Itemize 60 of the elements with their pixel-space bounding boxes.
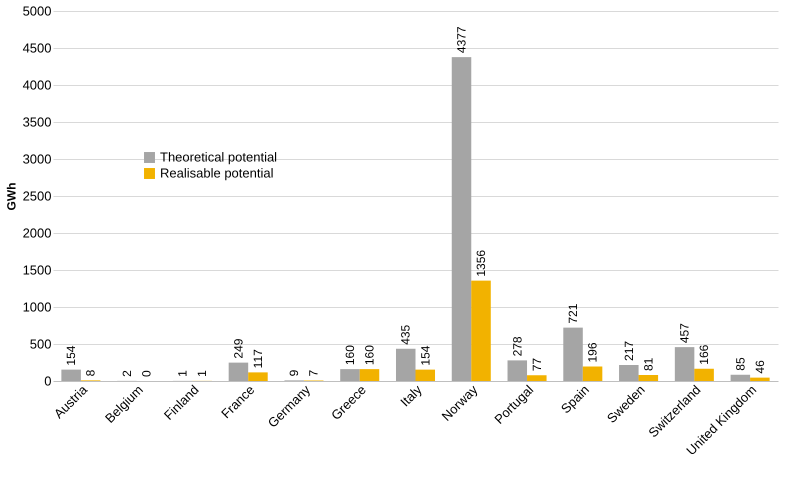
data-label: 166 xyxy=(697,344,712,365)
bar xyxy=(396,348,416,381)
bar xyxy=(360,369,380,381)
y-tick-label: 4500 xyxy=(22,40,52,56)
data-label: 435 xyxy=(398,324,413,345)
data-label: 154 xyxy=(64,345,78,366)
data-label: 46 xyxy=(752,360,767,374)
data-label: 0 xyxy=(139,370,154,377)
data-label: 160 xyxy=(362,344,376,366)
data-label: 81 xyxy=(641,357,656,372)
data-label: 160 xyxy=(342,344,357,366)
bar xyxy=(452,57,472,381)
y-tick-label: 3500 xyxy=(22,114,52,130)
bar xyxy=(61,370,81,381)
y-tick-label: 0 xyxy=(44,374,52,388)
y-tick-label: 2500 xyxy=(22,188,52,204)
bar xyxy=(416,370,436,381)
bar xyxy=(527,375,547,381)
data-label: 1 xyxy=(176,370,190,377)
data-label: 117 xyxy=(250,348,265,368)
bar xyxy=(694,368,714,381)
data-label: 8 xyxy=(84,369,98,376)
bar xyxy=(248,372,268,381)
data-label: 457 xyxy=(678,322,692,344)
y-tick-label: 3000 xyxy=(22,152,52,166)
y-tick-label: 4000 xyxy=(22,78,52,92)
data-label: 85 xyxy=(733,357,748,371)
data-label: 4377 xyxy=(454,26,469,54)
data-label: 1356 xyxy=(474,250,488,277)
bar xyxy=(582,366,602,381)
bar xyxy=(619,364,639,381)
bar xyxy=(638,375,658,381)
bar xyxy=(228,362,248,381)
data-label: 217 xyxy=(622,340,636,361)
bar xyxy=(508,360,528,381)
data-label: 196 xyxy=(586,342,600,362)
legend-label: Realisable potential xyxy=(160,166,274,180)
legend-label: Theoretical potential xyxy=(160,150,278,164)
data-label: 77 xyxy=(530,358,544,372)
y-tick-label: 1000 xyxy=(22,300,52,314)
y-tick-label: 2000 xyxy=(22,226,52,240)
y-tick-label: 5000 xyxy=(22,4,52,18)
bar xyxy=(471,280,491,381)
data-label: 2 xyxy=(120,370,134,377)
bar xyxy=(340,369,360,381)
data-label: 278 xyxy=(510,336,524,356)
bar xyxy=(730,374,750,381)
data-label: 721 xyxy=(566,303,580,324)
y-axis-title: GWh xyxy=(4,182,19,210)
data-label: 249 xyxy=(231,338,246,359)
data-label: 7 xyxy=(306,369,321,376)
bar xyxy=(750,378,770,381)
y-tick-label: 500 xyxy=(30,336,52,352)
bar xyxy=(563,328,583,381)
data-label: 154 xyxy=(418,345,432,366)
data-label: 1 xyxy=(195,370,210,377)
x-tick-label: Italy xyxy=(397,382,426,410)
y-tick-label: 1500 xyxy=(22,262,52,278)
bar xyxy=(674,347,694,381)
data-label: 9 xyxy=(287,369,302,376)
